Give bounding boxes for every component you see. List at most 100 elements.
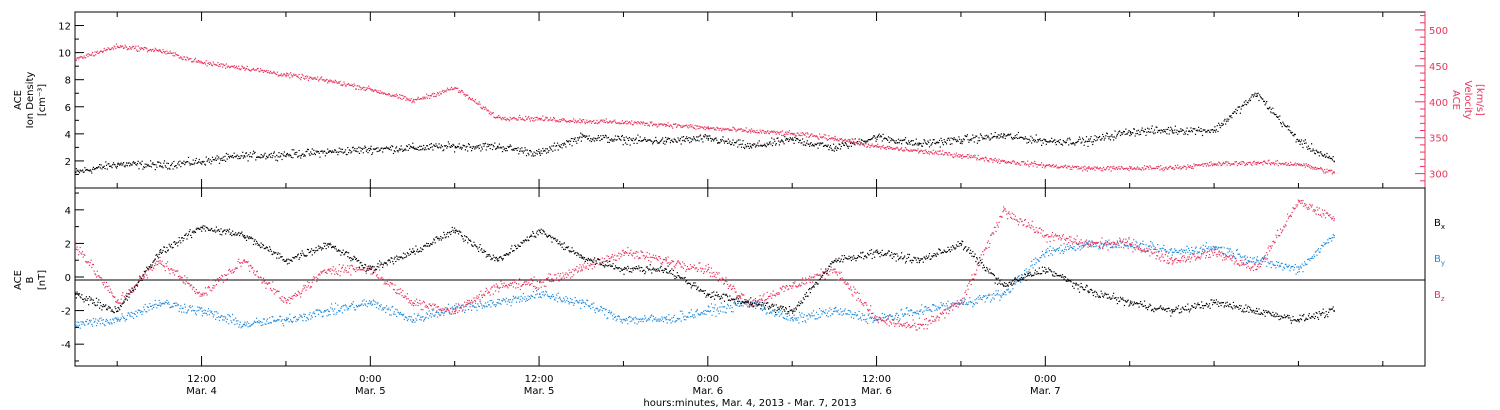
velocity-point [612, 121, 614, 123]
velocity-point [876, 145, 878, 147]
by-point [207, 310, 209, 312]
density-point [1007, 134, 1009, 136]
velocity-point [200, 60, 202, 62]
density-point [966, 134, 968, 136]
density-point [482, 143, 484, 145]
by-point [116, 318, 118, 320]
by-point [1053, 249, 1055, 252]
density-point [476, 145, 478, 147]
velocity-point [338, 82, 340, 84]
velocity-point [718, 129, 720, 131]
density-point [1143, 131, 1146, 133]
density-point [626, 143, 628, 145]
velocity-point [833, 139, 835, 141]
density-point [720, 139, 722, 141]
by-point [1010, 290, 1012, 292]
velocity-point [1030, 163, 1032, 165]
velocity-point [839, 138, 842, 141]
density-point [1119, 130, 1121, 132]
density-point [1314, 153, 1316, 155]
velocity-point [245, 68, 247, 70]
density-point [932, 139, 934, 141]
density-point [350, 152, 352, 154]
density-point [542, 147, 544, 150]
velocity-point [1200, 164, 1202, 166]
density-point [1290, 131, 1292, 133]
density-point [642, 139, 644, 141]
density-point [340, 148, 342, 150]
by-point [645, 317, 647, 319]
by-point [532, 291, 535, 293]
density-point [333, 151, 335, 153]
density-point [536, 153, 538, 155]
velocity-point [515, 118, 517, 120]
by-point [427, 317, 429, 319]
velocity-point [751, 130, 753, 132]
density-point [861, 139, 863, 141]
velocity-point [1207, 164, 1209, 166]
density-point [930, 144, 932, 146]
by-point [947, 300, 949, 302]
velocity-point [1163, 167, 1165, 169]
by-point [573, 304, 575, 306]
density-point [401, 148, 403, 150]
by-point [1183, 249, 1185, 251]
by-point [98, 320, 100, 322]
by-point [1109, 247, 1112, 249]
by-point [75, 325, 77, 327]
density-point [712, 139, 714, 141]
velocity-point [75, 58, 77, 61]
by-point [516, 297, 518, 299]
density-point [375, 147, 378, 149]
velocity-point [216, 64, 218, 66]
velocity-point [229, 66, 231, 68]
density-point [1147, 127, 1149, 129]
density-point [327, 151, 330, 153]
by-point [393, 311, 395, 313]
velocity-point [1266, 162, 1268, 165]
density-point [666, 138, 668, 140]
density-point [1087, 145, 1089, 147]
by-point [484, 302, 487, 304]
velocity-point [292, 75, 294, 77]
by-point [197, 306, 199, 308]
velocity-point [857, 143, 859, 145]
by-point [590, 307, 592, 310]
density-point [465, 146, 467, 148]
density-point [457, 145, 459, 147]
density-point [715, 137, 717, 139]
velocity-point [652, 123, 654, 125]
by-point [652, 315, 654, 317]
density-point [1097, 137, 1099, 139]
density-point [208, 161, 210, 163]
density-point [1201, 134, 1204, 137]
density-point [703, 135, 705, 137]
density-point [973, 141, 975, 143]
density-point [928, 146, 931, 148]
by-point [472, 304, 474, 306]
density-point [1249, 98, 1251, 100]
density-point [1304, 139, 1306, 141]
density-point [1002, 137, 1004, 139]
by-point [618, 316, 620, 318]
velocity-point [244, 69, 246, 71]
density-point [331, 151, 333, 154]
velocity-point [1167, 168, 1169, 170]
velocity-point [1064, 165, 1066, 167]
velocity-data-point [581, 120, 583, 122]
density-point [738, 144, 740, 146]
by-point [1214, 247, 1216, 249]
density-point [491, 148, 494, 151]
by-point [76, 321, 78, 323]
density-point [1223, 120, 1225, 122]
density-point [571, 145, 573, 147]
by-point [97, 319, 99, 321]
velocity-point [1244, 165, 1246, 167]
density-point [167, 162, 169, 165]
density-point [1138, 134, 1140, 136]
velocity-point [545, 116, 547, 118]
velocity-point [375, 90, 378, 92]
velocity-point [890, 146, 892, 149]
by-point [1161, 247, 1163, 249]
velocity-point [1261, 161, 1263, 163]
